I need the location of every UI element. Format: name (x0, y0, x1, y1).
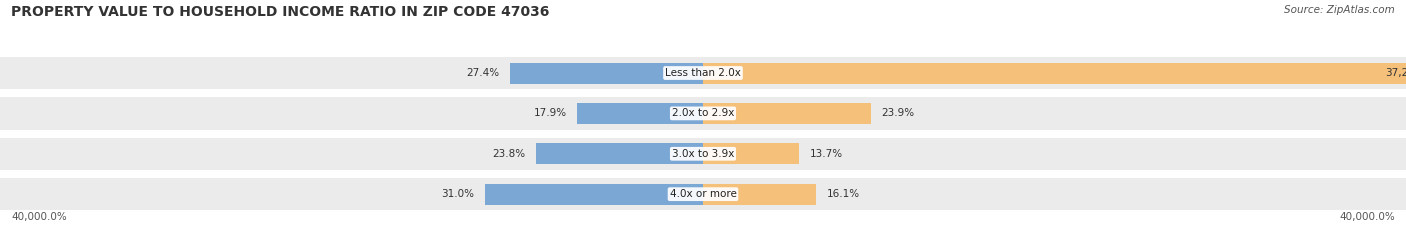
Text: 16.1%: 16.1% (827, 189, 860, 199)
Text: 13.7%: 13.7% (810, 149, 844, 159)
Text: Source: ZipAtlas.com: Source: ZipAtlas.com (1284, 5, 1395, 15)
Text: 4.0x or more: 4.0x or more (669, 189, 737, 199)
Bar (510, 62, 703, 83)
Bar (485, 184, 703, 205)
Bar (578, 103, 703, 124)
Text: 40,000.0%: 40,000.0% (1339, 212, 1395, 222)
Bar (536, 143, 703, 164)
Text: 2.0x to 2.9x: 2.0x to 2.9x (672, 108, 734, 118)
Text: PROPERTY VALUE TO HOUSEHOLD INCOME RATIO IN ZIP CODE 47036: PROPERTY VALUE TO HOUSEHOLD INCOME RATIO… (11, 5, 550, 19)
Bar (0, 138, 1406, 170)
Text: 17.9%: 17.9% (533, 108, 567, 118)
Text: 37,243.1%: 37,243.1% (1385, 68, 1406, 78)
Text: 23.8%: 23.8% (492, 149, 526, 159)
Bar (703, 184, 815, 205)
Text: 27.4%: 27.4% (467, 68, 501, 78)
Text: 3.0x to 3.9x: 3.0x to 3.9x (672, 149, 734, 159)
Text: Less than 2.0x: Less than 2.0x (665, 68, 741, 78)
Bar (0, 97, 1406, 130)
Bar (703, 143, 799, 164)
Text: 40,000.0%: 40,000.0% (11, 212, 67, 222)
Bar (703, 62, 1406, 83)
Text: 31.0%: 31.0% (441, 189, 475, 199)
Bar (703, 103, 872, 124)
Text: 23.9%: 23.9% (882, 108, 915, 118)
Bar (0, 178, 1406, 210)
Bar (0, 57, 1406, 89)
